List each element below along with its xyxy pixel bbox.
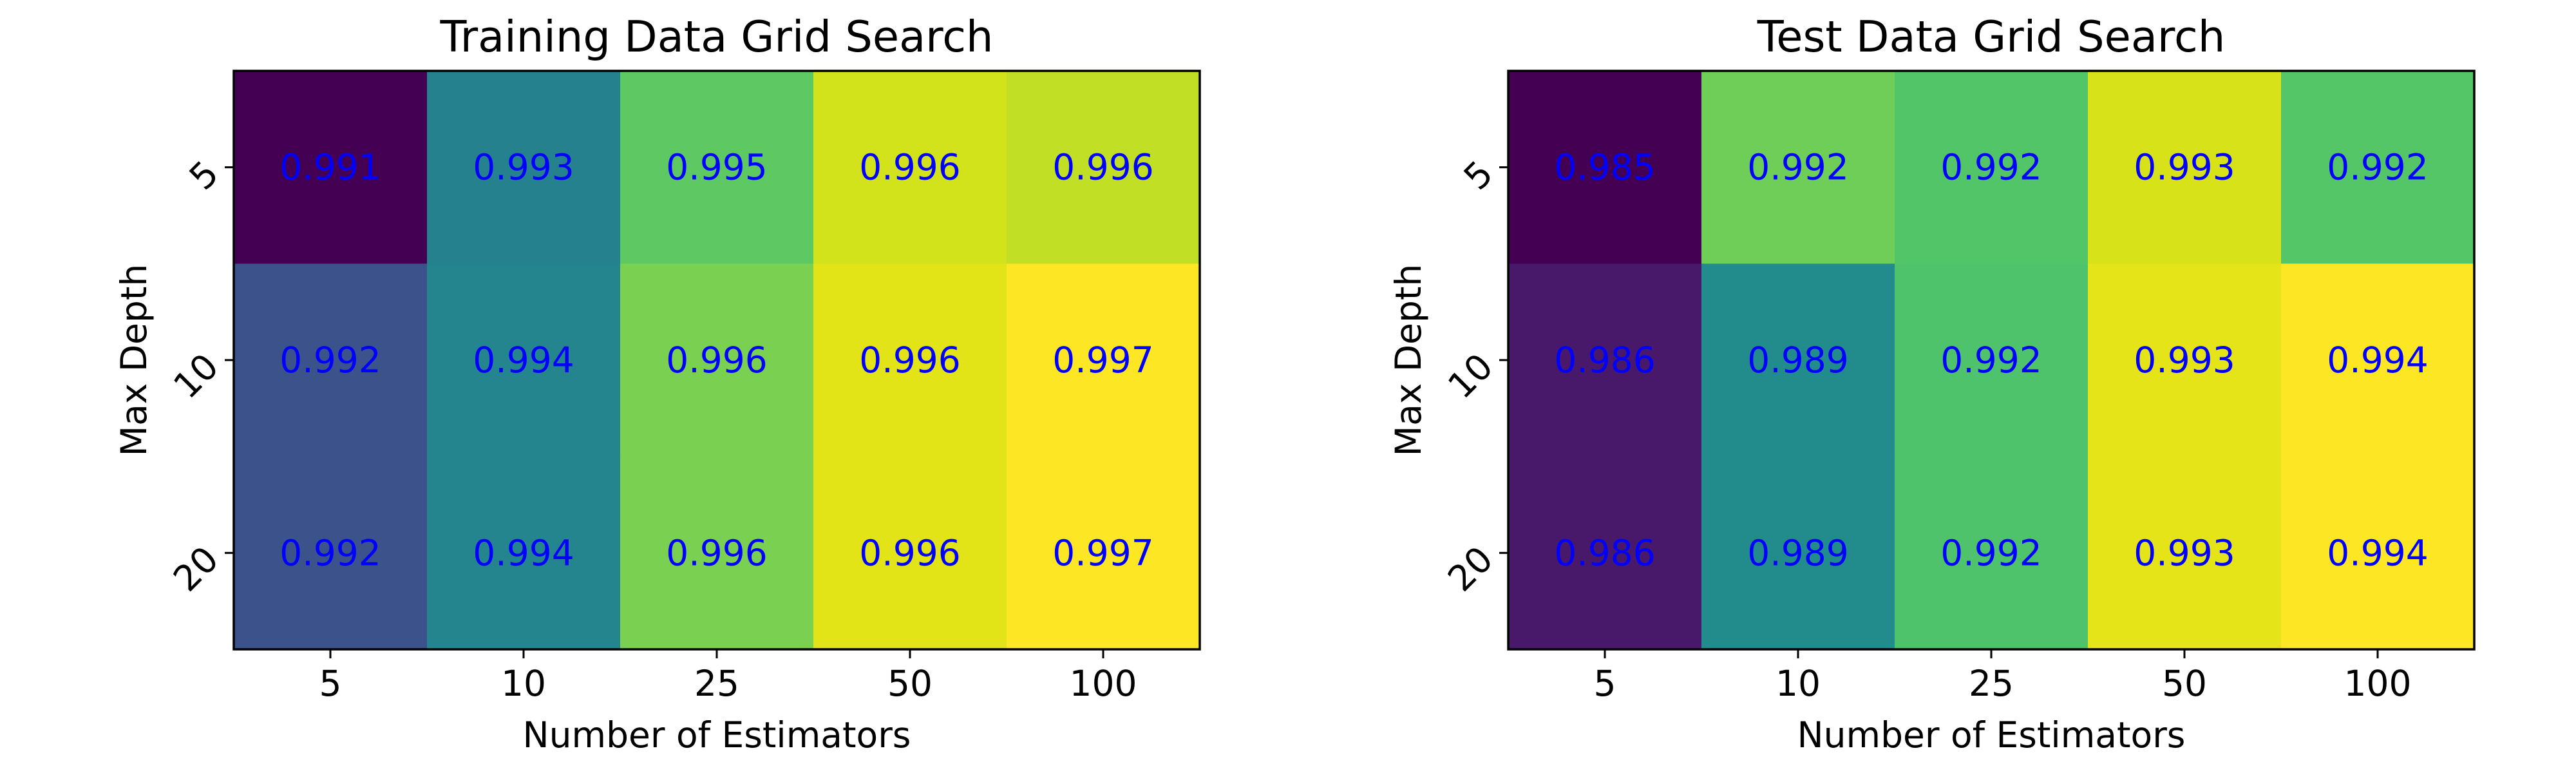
test-heatmap-cell: [1895, 456, 2088, 650]
test-heatmap-cell: [1508, 71, 1702, 264]
test-cell-value-label: 0.989: [1747, 532, 1848, 573]
test-cell-value-label: 0.992: [1940, 147, 2041, 188]
test-heatmap-cell: [1895, 71, 2088, 264]
test-x-tick-label: 100: [2344, 663, 2412, 704]
training-cell-value-label: 0.996: [859, 532, 960, 573]
training-x-tick-label: 10: [501, 663, 546, 704]
test-cell-value-label: 0.986: [1554, 532, 1655, 573]
test-heatmap-cell: [1508, 263, 1702, 457]
test-heatmap-cell: [1701, 456, 1895, 650]
test-cell-value-label: 0.992: [2327, 147, 2428, 188]
test-cell-value-label: 0.993: [2134, 532, 2235, 573]
test-cell-value-label: 0.986: [1554, 339, 1655, 381]
test-cell-value-label: 0.992: [1940, 532, 2041, 573]
test-cell-value-label: 0.993: [2134, 339, 2235, 381]
test-y-axis-label: Max Depth: [1388, 264, 1429, 457]
training-heatmap-cell: [234, 71, 428, 264]
training-x-tick-label: 100: [1070, 663, 1137, 704]
test-chart-title: Test Data Grid Search: [1757, 12, 2226, 62]
test-heatmap-cell: [1701, 71, 1895, 264]
training-cell-value-label: 0.996: [666, 532, 767, 573]
test-cell-value-label: 0.989: [1747, 339, 1848, 381]
training-heatmap-cell: [1007, 71, 1200, 264]
training-heatmap-cell: [427, 71, 621, 264]
training-heatmap-panel: Training Data Grid Search 0.991 0.993 0.995…: [113, 12, 1201, 756]
test-heatmap-cell: [2088, 71, 2282, 264]
test-x-tick-label: 50: [2162, 663, 2207, 704]
training-heatmap-cell: [813, 71, 1007, 264]
test-heatmap-cell: [1701, 263, 1895, 457]
training-heatmap-cell: [234, 263, 428, 457]
training-heatmap-cell: [813, 456, 1007, 650]
training-cell-value-label: 0.996: [859, 147, 960, 188]
training-cell-value-label: 0.996: [859, 339, 960, 381]
test-heatmap-cell: [2088, 456, 2282, 650]
training-heatmap-cell: [234, 456, 428, 650]
training-cell-value-label: 0.995: [666, 147, 767, 188]
training-cell-value-label: 0.997: [1052, 532, 1153, 573]
test-x-tick-label: 10: [1776, 663, 1821, 704]
test-cell-value-label: 0.994: [2327, 532, 2428, 573]
training-heatmap-cell: [813, 263, 1007, 457]
training-heatmap-cell: [620, 456, 814, 650]
training-x-tick-label: 25: [694, 663, 739, 704]
test-heatmap-cell: [1508, 456, 1702, 650]
test-x-axis-label: Number of Estimators: [1797, 714, 2186, 756]
test-heatmap-cell: [2088, 263, 2282, 457]
test-heatmap-cell: [2281, 71, 2475, 264]
training-x-tick-label: 5: [319, 663, 342, 704]
training-cell-value-label: 0.991: [279, 147, 381, 188]
test-cell-value-label: 0.993: [2134, 147, 2235, 188]
training-cell-value-label: 0.993: [473, 147, 574, 188]
training-heatmap-cell: [620, 71, 814, 264]
test-cell-value-label: 0.992: [1940, 339, 2041, 381]
training-heatmap-cell: [1007, 456, 1200, 650]
test-cell-value-label: 0.992: [1747, 147, 1848, 188]
test-x-tick-label: 25: [1969, 663, 2014, 704]
test-cell-value-label: 0.994: [2327, 339, 2428, 381]
test-heatmap-cell: [2281, 456, 2475, 650]
training-heatmap-cell: [427, 263, 621, 457]
training-cell-value-label: 0.996: [666, 339, 767, 381]
training-y-axis-label: Max Depth: [113, 264, 155, 457]
training-cell-value-label: 0.992: [279, 532, 381, 573]
training-cell-value-label: 0.994: [473, 532, 574, 573]
training-heatmap-cell: [1007, 263, 1200, 457]
test-heatmap-cell: [2281, 263, 2475, 457]
training-cell-value-label: 0.996: [1052, 147, 1153, 188]
training-chart-title: Training Data Grid Search: [439, 12, 993, 62]
training-cell-value-label: 0.994: [473, 339, 574, 381]
test-cell-value-label: 0.985: [1554, 147, 1655, 188]
training-x-tick-label: 50: [887, 663, 933, 704]
training-heatmap-cell: [620, 263, 814, 457]
test-heatmap-panel: Test Data Grid Search 0.985 0.992 0.992 0.99…: [1388, 12, 2476, 756]
test-heatmap-cell: [1895, 263, 2088, 457]
training-heatmap-cell: [427, 456, 621, 650]
training-cell-value-label: 0.997: [1052, 339, 1153, 381]
test-x-tick-label: 5: [1594, 663, 1616, 704]
training-x-axis-label: Number of Estimators: [523, 714, 911, 756]
training-cell-value-label: 0.992: [279, 339, 381, 381]
